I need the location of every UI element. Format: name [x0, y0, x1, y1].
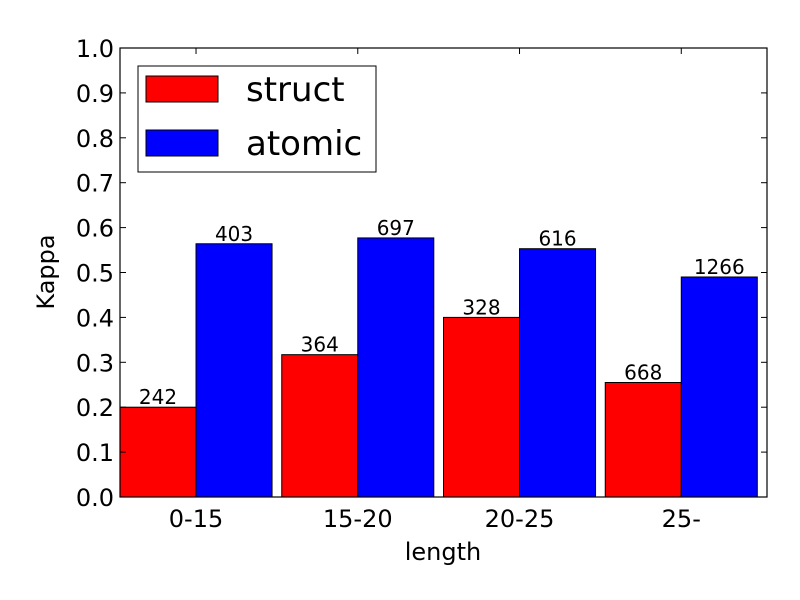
- data-label-struct: 242: [139, 385, 177, 409]
- data-label-atomic: 403: [215, 222, 253, 246]
- y-tick-label: 0.2: [76, 394, 114, 422]
- y-tick-label: 0.3: [76, 349, 114, 377]
- y-tick-label: 0.4: [76, 304, 114, 332]
- data-label-struct: 668: [624, 361, 662, 385]
- y-tick-label: 0.7: [76, 170, 114, 198]
- x-tick-label: 0-15: [169, 505, 223, 533]
- legend-swatch-atomic: [145, 129, 219, 157]
- data-label-struct: 328: [462, 295, 500, 319]
- legend-label-struct: struct: [246, 70, 345, 110]
- bar-atomic-25-: [680, 276, 758, 498]
- x-tick-label: 15-20: [323, 505, 393, 533]
- y-tick-label: 0.8: [76, 125, 114, 153]
- y-tick-label: 1.0: [76, 35, 114, 63]
- legend-swatch-struct: [145, 75, 219, 103]
- data-label-atomic: 1266: [694, 255, 745, 279]
- y-tick-label: 0.5: [76, 260, 114, 288]
- x-tick-label: 20-25: [485, 505, 555, 533]
- bar-struct-20-25: [443, 316, 521, 498]
- data-label-atomic: 697: [377, 216, 415, 240]
- bar-struct-25-: [604, 382, 682, 498]
- y-axis-title: Kappa: [32, 234, 60, 309]
- y-tick-label: 0.6: [76, 215, 114, 243]
- x-tick-label: 25-: [662, 505, 701, 533]
- x-axis: 0-15 15-20 20-25 25-: [169, 48, 701, 533]
- bar-struct-0-15: [119, 406, 197, 498]
- data-label-struct: 364: [301, 333, 339, 357]
- y-axis: 0.0 0.1 0.2 0.3 0.4 0.5 0.6 0.7 0.8 0.9 1.0: [76, 35, 767, 512]
- y-tick-label: 0.0: [76, 484, 114, 512]
- x-axis-title: length: [405, 538, 482, 566]
- y-tick-label: 0.1: [76, 439, 114, 467]
- y-tick-label: 0.9: [76, 80, 114, 108]
- data-label-atomic: 616: [538, 227, 576, 251]
- legend: struct atomic: [137, 65, 377, 173]
- legend-label-atomic: atomic: [246, 124, 362, 164]
- data-labels-group: 242 403 364 697 328 616 668 1266: [139, 216, 745, 409]
- bar-struct-15-20: [281, 354, 359, 498]
- bar-atomic-0-15: [195, 243, 273, 498]
- bar-atomic-20-25: [519, 248, 597, 498]
- bar-atomic-15-20: [357, 237, 435, 498]
- bars-group: [119, 237, 758, 498]
